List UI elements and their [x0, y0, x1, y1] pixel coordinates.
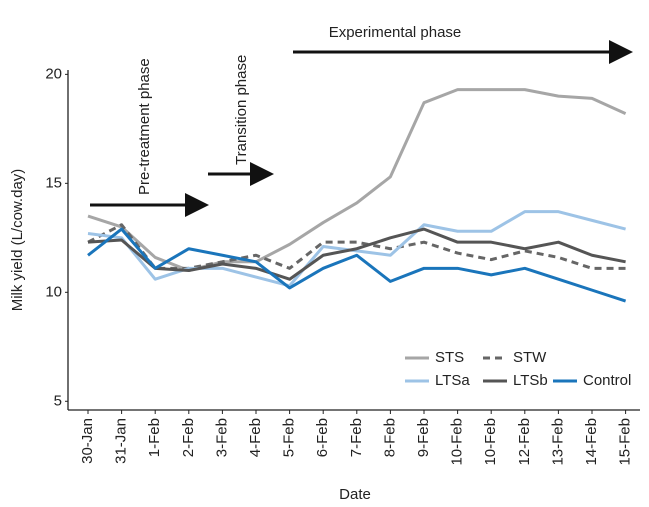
legend-label: LTSa	[435, 372, 470, 389]
x-tick-label: 13-Feb	[549, 418, 566, 466]
x-tick-label: 5-Feb	[281, 418, 298, 457]
legend-label: STS	[435, 349, 464, 366]
x-tick-label: 10-Feb	[482, 418, 499, 466]
x-tick-label: 7-Feb	[348, 418, 365, 457]
x-tick-label: 8-Feb	[381, 418, 398, 457]
y-tick-label: 10	[45, 283, 62, 300]
y-tick-label: 20	[45, 65, 62, 82]
x-tick-label: 15-Feb	[617, 418, 634, 466]
annotation: Experimental phase	[329, 24, 462, 41]
legend-label: Control	[583, 372, 631, 389]
x-axis-label: Date	[339, 486, 371, 503]
series-line	[87, 227, 626, 281]
y-axis-label: Milk yield (L/cow.day)	[9, 169, 26, 312]
x-tick-label: 9-Feb	[415, 418, 432, 457]
legend-label: LTSb	[513, 372, 548, 389]
annotation: Transition phase	[233, 55, 250, 165]
annotation: Pre-treatment phase	[136, 58, 153, 195]
legend-label: STW	[513, 349, 547, 366]
x-tick-label: 31-Jan	[113, 418, 130, 464]
x-tick-label: 4-Feb	[247, 418, 264, 457]
x-tick-label: 1-Feb	[146, 418, 163, 457]
x-tick-label: 6-Feb	[314, 418, 331, 457]
x-tick-label: 30-Jan	[79, 418, 96, 464]
x-tick-label: 12-Feb	[516, 418, 533, 466]
x-tick-label: 3-Feb	[213, 418, 230, 457]
series-line	[87, 88, 627, 273]
y-tick-label: 5	[54, 392, 62, 409]
series-line	[87, 227, 627, 303]
x-tick-label: 10-Feb	[449, 418, 466, 466]
x-tick-label: 2-Feb	[180, 418, 197, 457]
y-tick-label: 15	[45, 174, 62, 191]
series-line	[87, 210, 626, 288]
x-tick-label: 14-Feb	[583, 418, 600, 466]
